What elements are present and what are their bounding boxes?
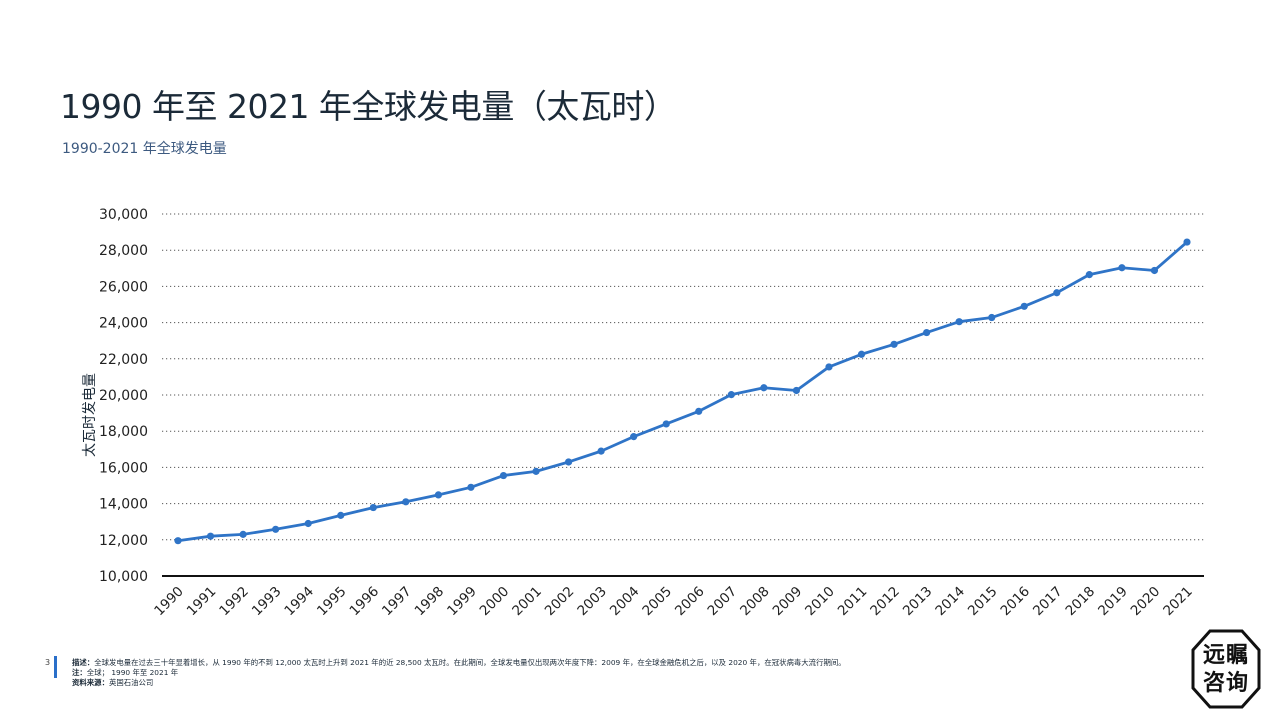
data-point: [532, 467, 540, 475]
x-tick-label: 2019: [1095, 584, 1131, 620]
x-tick-label: 1994: [281, 584, 317, 620]
data-point: [1183, 238, 1191, 246]
data-point: [825, 363, 833, 371]
page-number: 3: [45, 658, 51, 667]
x-tick-label: 2010: [802, 584, 838, 620]
x-tick-label: 2006: [672, 584, 708, 620]
x-tick-label: 2015: [965, 584, 1001, 620]
x-tick-label: 1999: [444, 584, 480, 620]
y-tick-label: 26,000: [99, 279, 148, 295]
x-tick-label: 2004: [607, 584, 643, 620]
data-point: [923, 328, 931, 337]
data-point: [304, 519, 312, 528]
line-chart: 10,000 12,000 14,000 16,000 18,000 20,000 22,0…: [82, 207, 1204, 620]
y-tick-label: 18,000: [99, 424, 148, 440]
data-point: [272, 525, 280, 533]
x-tick-label: 2007: [705, 584, 741, 620]
x-tick-label: 2016: [997, 584, 1033, 620]
x-tick-label: 2011: [835, 584, 871, 620]
x-tick-label: 1996: [347, 584, 383, 620]
x-tick-label: 1992: [216, 584, 252, 620]
data-point: [1020, 302, 1028, 310]
y-tick-label: 28,000: [99, 243, 148, 259]
data-point: [760, 384, 768, 392]
page-title: 1990 年至 2021 年全球发电量（太瓦时）: [60, 87, 677, 126]
x-tick-label: 2008: [737, 584, 773, 620]
x-tick-label: 2021: [1160, 584, 1196, 620]
data-point: [662, 420, 670, 428]
data-point: [337, 511, 345, 519]
data-point: [890, 340, 898, 348]
x-tick-label: 2014: [932, 584, 968, 620]
y-tick-label: 10,000: [99, 569, 148, 585]
data-point: [630, 433, 638, 441]
brand-logo: 远瞩 咨询: [1190, 628, 1262, 710]
x-tick-label: 2012: [867, 584, 903, 620]
data-point: [597, 447, 605, 455]
footnote-accent-bar: [54, 656, 57, 678]
data-point: [369, 503, 377, 512]
x-tick-label: 1997: [379, 584, 415, 620]
data-point: [206, 532, 215, 540]
data-point: [1085, 271, 1093, 279]
y-tick-label: 20,000: [99, 388, 148, 404]
x-tick-label: 1998: [412, 584, 448, 620]
x-tick-label: 2020: [1128, 584, 1164, 620]
footnote-source: 资料来源：英国石油公司: [72, 678, 154, 687]
logo-octagon-icon: [1191, 629, 1261, 709]
x-tick-label: 2013: [900, 584, 936, 620]
data-point: [564, 458, 573, 466]
footnote-description: 描述：全球发电量在过去三十年显着增长，从 1990 年的不到 12,000 太瓦…: [72, 658, 846, 667]
data-point: [727, 391, 735, 399]
data-point: [857, 350, 866, 358]
data-point: [695, 407, 703, 415]
x-tick-label: 2002: [542, 584, 578, 620]
y-tick-label: 14,000: [99, 497, 148, 513]
data-point: [467, 483, 475, 491]
data-point: [174, 537, 182, 545]
data-point: [1053, 289, 1061, 297]
x-tick-label: 1993: [249, 584, 285, 620]
y-tick-label: 16,000: [99, 460, 148, 476]
x-tick-label: 2009: [770, 584, 806, 620]
x-tick-label: 2017: [1030, 584, 1066, 620]
x-tick-label: 2003: [574, 584, 610, 620]
x-tick-label: 2005: [639, 584, 675, 620]
x-tick-label: 1991: [184, 584, 220, 620]
y-tick-label: 24,000: [99, 316, 148, 332]
series-line: [177, 241, 1188, 543]
data-point: [988, 313, 996, 322]
footnotes: 描述：全球发电量在过去三十年显着增长，从 1990 年的不到 12,000 太瓦…: [72, 658, 846, 688]
data-point: [402, 498, 410, 506]
data-point: [792, 386, 801, 395]
footnote-note: 注：全球； 1990 年至 2021 年: [72, 668, 179, 677]
page-subtitle: 1990-2021 年全球发电量: [62, 141, 227, 157]
x-tick-label: 2001: [509, 584, 545, 620]
data-point: [955, 318, 963, 326]
x-tick-label: 2018: [1063, 584, 1099, 620]
x-tick-label: 1995: [314, 584, 350, 620]
data-point: [239, 530, 247, 538]
y-axis-label: 太瓦时发电量: [82, 373, 98, 457]
x-tick-label: 2000: [477, 584, 513, 620]
data-point: [1150, 266, 1159, 275]
data-point: [1118, 264, 1126, 272]
y-tick-label: 12,000: [99, 533, 148, 549]
y-tick-label: 30,000: [99, 207, 148, 223]
x-tick-label: 1990: [151, 584, 187, 620]
data-point: [499, 471, 508, 480]
y-tick-label: 22,000: [99, 352, 148, 368]
data-point: [434, 491, 442, 499]
